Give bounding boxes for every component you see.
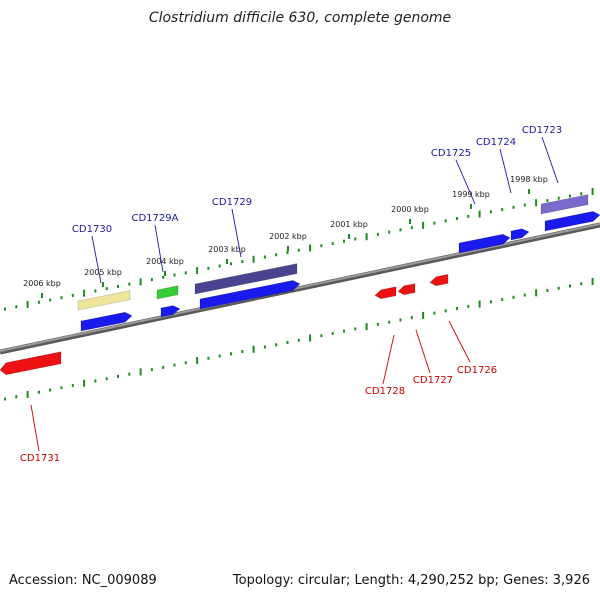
scale-label: 2001 kbp — [330, 220, 368, 229]
reverse-gene — [429, 274, 449, 287]
forward-gene — [458, 233, 511, 254]
reverse-gene — [397, 283, 416, 296]
lower-scale-ticks — [4, 277, 594, 401]
reverse-gene-label: CD1727 — [413, 375, 453, 386]
forward-gene — [544, 211, 600, 232]
forward-gene-label: CD1730 — [72, 224, 112, 235]
map-title: Clostridium difficile 630, complete geno… — [148, 10, 452, 26]
forward-gene — [199, 280, 301, 310]
reverse-gene-leader — [415, 329, 431, 374]
forward-gene-label: CD1723 — [522, 125, 562, 136]
forward-gene-leader — [91, 235, 102, 284]
forward-gene — [510, 228, 530, 241]
scale-label: 2004 kbp — [146, 257, 184, 266]
upper-scale-ticks — [4, 187, 594, 311]
forward-gene-leader — [154, 224, 164, 273]
genome-summary-text: Topology: circular; Length: 4,290,252 bp… — [232, 573, 590, 588]
feature-bar-green — [156, 285, 179, 300]
reverse-gene — [0, 351, 62, 376]
forward-gene-label: CD1725 — [431, 148, 471, 159]
reverse-gene-leader — [448, 320, 471, 363]
forward-gene — [80, 311, 133, 332]
scale-label: 2005 kbp — [84, 268, 122, 277]
scale-label: 2003 kbp — [208, 245, 246, 254]
reverse-gene-label: CD1726 — [457, 365, 497, 376]
forward-gene-label: CD1729A — [132, 213, 179, 224]
forward-gene-leader — [231, 208, 242, 258]
forward-gene — [160, 305, 181, 318]
scale-label: 1998 kbp — [510, 175, 548, 184]
feature-bar-yellow — [77, 290, 131, 311]
genome-backbone-highlight — [0, 223, 600, 352]
reverse-gene-leader — [30, 404, 40, 452]
feature-bar-navy — [194, 263, 298, 295]
scale-label: 2002 kbp — [269, 232, 307, 241]
forward-gene-leader — [541, 136, 559, 184]
forward-gene-leader — [455, 159, 476, 205]
scale-label: 2006 kbp — [23, 279, 61, 288]
accession-text: Accession: NC_009089 — [9, 573, 157, 588]
scale-label: 2000 kbp — [391, 205, 429, 214]
reverse-gene-label: CD1728 — [365, 386, 405, 397]
reverse-gene-label: CD1731 — [20, 453, 60, 464]
feature-bar-lavender — [540, 194, 589, 215]
reverse-gene — [374, 286, 397, 300]
forward-gene-label: CD1729 — [212, 197, 252, 208]
forward-gene-label: CD1724 — [476, 137, 516, 148]
reverse-gene-leader — [382, 334, 395, 385]
forward-gene-leader — [499, 148, 512, 194]
